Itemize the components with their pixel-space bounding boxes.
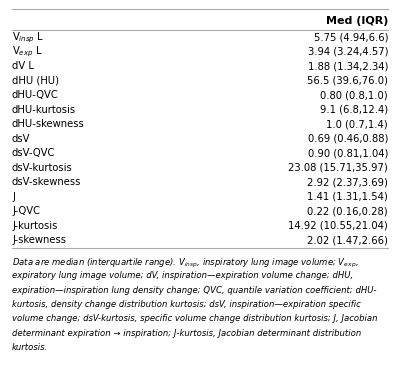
Text: 0.80 (0.8,1.0): 0.80 (0.8,1.0): [320, 90, 388, 101]
Text: expiration—inspiration lung density change; QVC, quantile variation coefficient;: expiration—inspiration lung density chan…: [12, 286, 377, 295]
Text: 1.41 (1.31,1.54): 1.41 (1.31,1.54): [307, 192, 388, 202]
Text: dHU (HU): dHU (HU): [12, 76, 59, 86]
Text: kurtosis.: kurtosis.: [12, 343, 48, 352]
Text: expiratory lung image volume; dV, inspiration—expiration volume change; dHU,: expiratory lung image volume; dV, inspir…: [12, 271, 353, 280]
Text: 1.88 (1.34,2.34): 1.88 (1.34,2.34): [308, 62, 388, 71]
Text: J-kurtosis: J-kurtosis: [12, 221, 57, 231]
Text: dsV-kurtosis: dsV-kurtosis: [12, 163, 73, 173]
Text: 5.75 (4.94,6.6): 5.75 (4.94,6.6): [314, 33, 388, 42]
Text: dsV-QVC: dsV-QVC: [12, 149, 55, 158]
Text: J: J: [12, 192, 15, 202]
Text: determinant expiration → inspiration; J-kurtosis, Jacobian determinant distribut: determinant expiration → inspiration; J-…: [12, 329, 361, 338]
Text: 0.90 (0.81,1.04): 0.90 (0.81,1.04): [308, 149, 388, 158]
Text: dHU-skewness: dHU-skewness: [12, 119, 85, 129]
Text: dsV: dsV: [12, 134, 30, 144]
Text: 9.1 (6.8,12.4): 9.1 (6.8,12.4): [320, 105, 388, 115]
Text: 0.69 (0.46,0.88): 0.69 (0.46,0.88): [308, 134, 388, 144]
Text: Med (IQR): Med (IQR): [326, 16, 388, 26]
Text: volume change; dsV-kurtosis, specific volume change distribution kurtosis; J, Ja: volume change; dsV-kurtosis, specific vo…: [12, 314, 378, 324]
Text: 2.92 (2.37,3.69): 2.92 (2.37,3.69): [307, 177, 388, 187]
Text: 2.02 (1.47,2.66): 2.02 (1.47,2.66): [307, 235, 388, 245]
Text: J-QVC: J-QVC: [12, 206, 40, 216]
Text: Data are median (interquartile range). V$_{insp}$, inspiratory lung image volume: Data are median (interquartile range). V…: [12, 257, 359, 270]
Text: 1.0 (0.7,1.4): 1.0 (0.7,1.4): [326, 119, 388, 129]
Text: 56.5 (39.6,76.0): 56.5 (39.6,76.0): [307, 76, 388, 86]
Text: dsV-skewness: dsV-skewness: [12, 177, 81, 187]
Text: dHU-QVC: dHU-QVC: [12, 90, 59, 101]
Text: V$_{exp}$ L: V$_{exp}$ L: [12, 45, 43, 59]
Text: kurtosis, density change distribution kurtosis; dsV, inspiration—expiration spec: kurtosis, density change distribution ku…: [12, 300, 361, 309]
Text: dV L: dV L: [12, 62, 34, 71]
Text: dHU-kurtosis: dHU-kurtosis: [12, 105, 76, 115]
Text: 14.92 (10.55,21.04): 14.92 (10.55,21.04): [288, 221, 388, 231]
Text: V$_{insp}$ L: V$_{insp}$ L: [12, 30, 44, 45]
Text: 0.22 (0.16,0.28): 0.22 (0.16,0.28): [307, 206, 388, 216]
Text: 23.08 (15.71,35.97): 23.08 (15.71,35.97): [288, 163, 388, 173]
Text: J-skewness: J-skewness: [12, 235, 66, 245]
Text: 3.94 (3.24,4.57): 3.94 (3.24,4.57): [308, 47, 388, 57]
